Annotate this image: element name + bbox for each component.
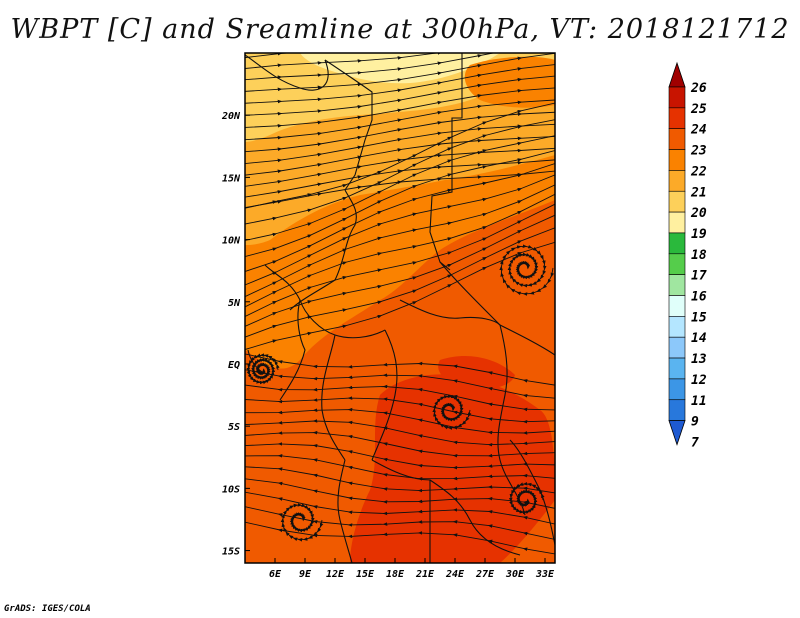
lat-tick-label: EQ: [228, 360, 240, 371]
colorbar-label: 13: [691, 352, 707, 367]
streamline: [246, 353, 280, 385]
colorbar-label: 26: [690, 81, 707, 96]
colorbar-swatch: [668, 170, 686, 192]
lat-tick-label: 5N: [228, 298, 241, 309]
colorbar-swatch: [668, 295, 686, 317]
colorbar-label: 15: [691, 310, 707, 325]
streamline: [499, 244, 555, 296]
colorbar-swatch: [668, 399, 686, 421]
lat-tick-label: 15N: [222, 173, 241, 184]
lon-tick-label: 33E: [535, 569, 555, 580]
colorbar-label: 25: [690, 102, 707, 117]
lon-tick-label: 18E: [386, 569, 405, 580]
colorbar-label: 18: [691, 248, 707, 263]
colorbar-swatch: [668, 107, 686, 129]
colorbar-swatch: [668, 190, 686, 213]
colorbar-label: 17: [691, 269, 707, 284]
latitude-axis: 20N 15N 10N 5N EQ 5S 10S 15S: [221, 111, 250, 558]
lon-tick-label: 24E: [445, 569, 465, 580]
colorbar-swatch: [668, 149, 686, 171]
grads-credit: GrADS: IGES/COLA: [4, 604, 91, 614]
lat-tick-label: 15S: [222, 547, 240, 558]
lat-tick-label: 10S: [222, 484, 240, 495]
streamline: [280, 503, 324, 542]
colorbar-label: 23: [690, 144, 707, 159]
colorbar-label: 19: [691, 227, 707, 242]
streamline: [508, 481, 545, 515]
colorbar-swatch: [668, 232, 686, 255]
colorbar-label: 12: [691, 373, 707, 388]
colorbar-swatch: [668, 378, 686, 401]
lon-tick-label: 21E: [415, 569, 435, 580]
lon-tick-label: 6E: [269, 569, 282, 580]
lat-tick-label: 5S: [228, 422, 240, 433]
colorbar-swatch: [668, 316, 686, 338]
lat-tick-label: 10N: [222, 236, 241, 247]
map-frame: [244, 52, 556, 564]
colorbar-label: 11: [691, 394, 707, 409]
colorbar-top-arrow: [668, 61, 686, 88]
lat-tick-label: 20N: [221, 111, 241, 122]
colorbar-swatch: [668, 253, 686, 275]
lon-tick-label: 30E: [505, 569, 525, 580]
map-title: WBPT [C] and Sreamline at 300hPa, VT: 20…: [10, 14, 790, 45]
colorbar-label: 20: [690, 206, 707, 221]
colorbar-label: 14: [691, 331, 707, 346]
country-borders: [245, 53, 555, 563]
colorbar-label: 21: [690, 185, 707, 200]
colorbar-label: 22: [690, 164, 707, 179]
colorbar-label: 7: [691, 435, 699, 450]
colorbar: 26 25 24 23 22 21 20 19 18 17 16 15 14 13 12 11 9 7: [668, 61, 707, 450]
colorbar-swatch: [668, 128, 686, 150]
colorbar-label: 16: [691, 290, 707, 305]
streamline-layer: [245, 53, 555, 555]
colorbar-swatch: [668, 274, 686, 296]
colorbar-swatch: [668, 86, 686, 109]
lon-tick-label: 15E: [356, 569, 375, 580]
colorbar-swatch: [668, 336, 686, 359]
colorbar-swatch: [668, 211, 686, 234]
lon-tick-label: 27E: [475, 569, 495, 580]
lon-tick-label: 12E: [326, 569, 345, 580]
colorbar-bottom-arrow: [668, 420, 686, 446]
longitude-axis: 6E 9E 12E 15E 18E 21E 24E 27E 30E 33E: [269, 558, 555, 580]
lon-tick-label: 9E: [299, 569, 312, 580]
streamline: [432, 394, 472, 430]
colorbar-label: 9: [691, 415, 699, 430]
colorbar-swatch: [668, 357, 686, 380]
colorbar-label: 24: [690, 123, 707, 138]
